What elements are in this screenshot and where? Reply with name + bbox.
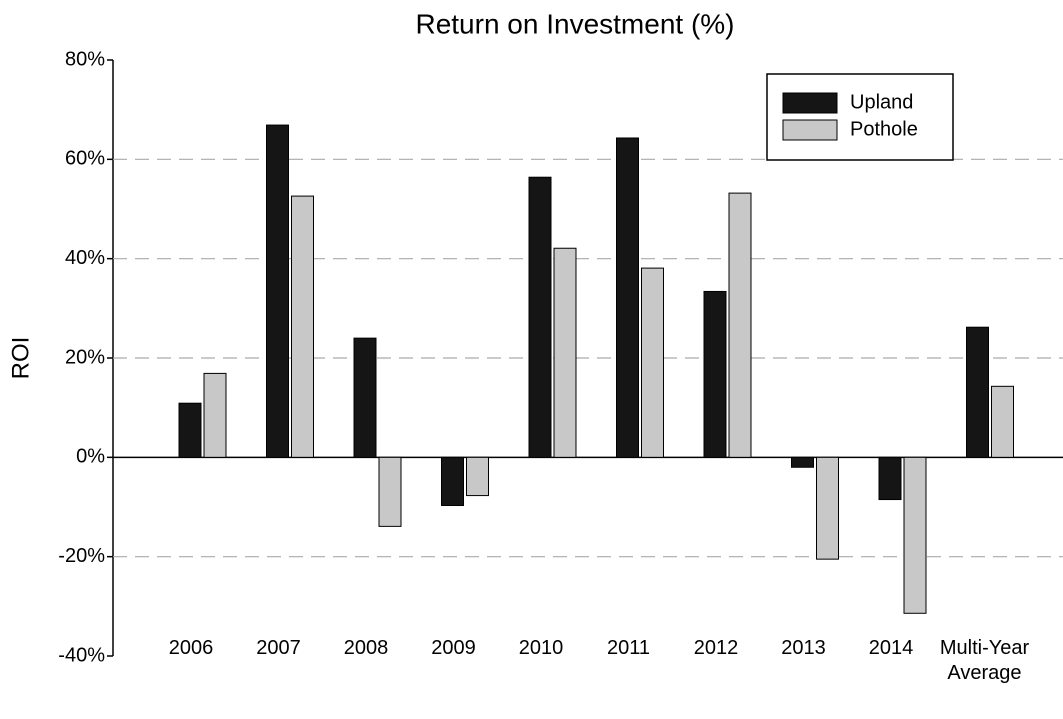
bar [641,267,664,458]
legend-swatch [782,119,838,141]
bar [616,137,639,458]
bar [878,456,902,501]
y-tick-label: 80% [65,48,105,70]
bar [178,402,202,458]
y-tick-label: 40% [65,247,105,269]
bar [903,456,927,614]
bar [966,326,989,458]
y-tick-label: 60% [65,148,105,170]
legend-label: Pothole [850,118,918,140]
x-tick-label: 2009 [431,637,476,659]
x-tick-label: 2010 [518,637,564,659]
x-tick-label: 2012 [693,637,739,659]
x-tick-label: 2006 [168,637,214,659]
x-tick-label: 2007 [256,637,301,659]
x-tick-label: 2013 [781,637,826,659]
legend-label: Upland [850,91,913,113]
x-tick-label: Multi-Year Average [939,637,1030,684]
bar [791,456,814,468]
bar [353,337,377,458]
bar [378,456,402,527]
bar [991,385,1014,458]
y-tick-label: 0% [76,446,105,468]
y-tick-label: -20% [58,545,105,567]
y-tick-label: 20% [65,346,105,368]
bar [466,456,489,497]
bar [291,195,314,458]
bar [728,192,752,458]
y-axis-label: ROI [7,337,34,380]
bar [553,247,577,458]
legend-swatch [782,92,838,114]
bar [528,176,552,458]
bar [441,456,464,507]
bar [266,124,289,458]
x-tick-label: 2011 [606,637,650,659]
bar [703,290,727,458]
chart-title: Return on Investment (%) [415,8,734,39]
x-tick-label: 2008 [343,637,389,659]
legend-box [766,73,954,161]
bar [203,372,227,458]
legend: Upland Pothole [766,73,954,161]
x-tick-label: 2014 [868,637,914,659]
bar [816,456,839,560]
y-tick-label: -40% [58,644,105,666]
